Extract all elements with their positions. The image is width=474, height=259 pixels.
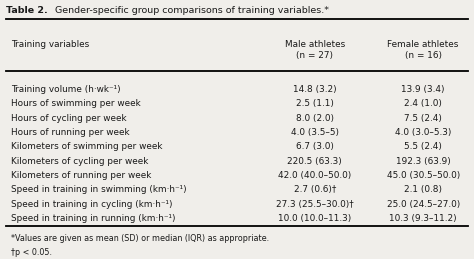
Text: 10.0 (10.0–11.3): 10.0 (10.0–11.3): [278, 214, 351, 223]
Text: Kilometers of swimming per week: Kilometers of swimming per week: [11, 142, 162, 151]
Text: Female athletes
(n = 16): Female athletes (n = 16): [387, 40, 459, 61]
Text: 10.3 (9.3–11.2): 10.3 (9.3–11.2): [389, 214, 457, 223]
Text: Gender-specific group comparisons of training variables.*: Gender-specific group comparisons of tra…: [52, 6, 329, 15]
Text: Table 2.: Table 2.: [6, 6, 48, 15]
Text: 2.5 (1.1): 2.5 (1.1): [296, 99, 334, 108]
Text: 14.8 (3.2): 14.8 (3.2): [293, 85, 337, 94]
Text: Training volume (h·wk⁻¹): Training volume (h·wk⁻¹): [11, 85, 120, 94]
Text: Hours of running per week: Hours of running per week: [11, 128, 129, 137]
Text: 2.1 (0.8): 2.1 (0.8): [404, 185, 442, 194]
Text: Speed in training in cycling (km·h⁻¹): Speed in training in cycling (km·h⁻¹): [11, 199, 173, 208]
Text: 220.5 (63.3): 220.5 (63.3): [287, 156, 342, 166]
Text: 42.0 (40.0–50.0): 42.0 (40.0–50.0): [278, 171, 351, 180]
Text: 4.0 (3.5–5): 4.0 (3.5–5): [291, 128, 339, 137]
Text: Speed in training in swimming (km·h⁻¹): Speed in training in swimming (km·h⁻¹): [11, 185, 186, 194]
Text: Male athletes
(n = 27): Male athletes (n = 27): [284, 40, 345, 61]
Text: †p < 0.05.: †p < 0.05.: [11, 248, 52, 257]
Text: 192.3 (63.9): 192.3 (63.9): [396, 156, 450, 166]
Text: 4.0 (3.0–5.3): 4.0 (3.0–5.3): [395, 128, 451, 137]
Text: Hours of swimming per week: Hours of swimming per week: [11, 99, 141, 108]
Text: 45.0 (30.5–50.0): 45.0 (30.5–50.0): [386, 171, 460, 180]
Text: 13.9 (3.4): 13.9 (3.4): [401, 85, 445, 94]
Text: 8.0 (2.0): 8.0 (2.0): [296, 113, 334, 123]
Text: 25.0 (24.5–27.0): 25.0 (24.5–27.0): [386, 199, 460, 208]
Text: Hours of cycling per week: Hours of cycling per week: [11, 113, 127, 123]
Text: 2.4 (1.0): 2.4 (1.0): [404, 99, 442, 108]
Text: 6.7 (3.0): 6.7 (3.0): [296, 142, 334, 151]
Text: Kilometers of running per week: Kilometers of running per week: [11, 171, 151, 180]
Text: Training variables: Training variables: [11, 40, 89, 49]
Text: Kilometers of cycling per week: Kilometers of cycling per week: [11, 156, 148, 166]
Text: 7.5 (2.4): 7.5 (2.4): [404, 113, 442, 123]
Text: Speed in training in running (km·h⁻¹): Speed in training in running (km·h⁻¹): [11, 214, 175, 223]
Text: 2.7 (0.6)†: 2.7 (0.6)†: [293, 185, 336, 194]
Text: 5.5 (2.4): 5.5 (2.4): [404, 142, 442, 151]
Text: *Values are given as mean (SD) or median (IQR) as appropriate.: *Values are given as mean (SD) or median…: [11, 234, 269, 243]
Text: 27.3 (25.5–30.0)†: 27.3 (25.5–30.0)†: [276, 199, 354, 208]
